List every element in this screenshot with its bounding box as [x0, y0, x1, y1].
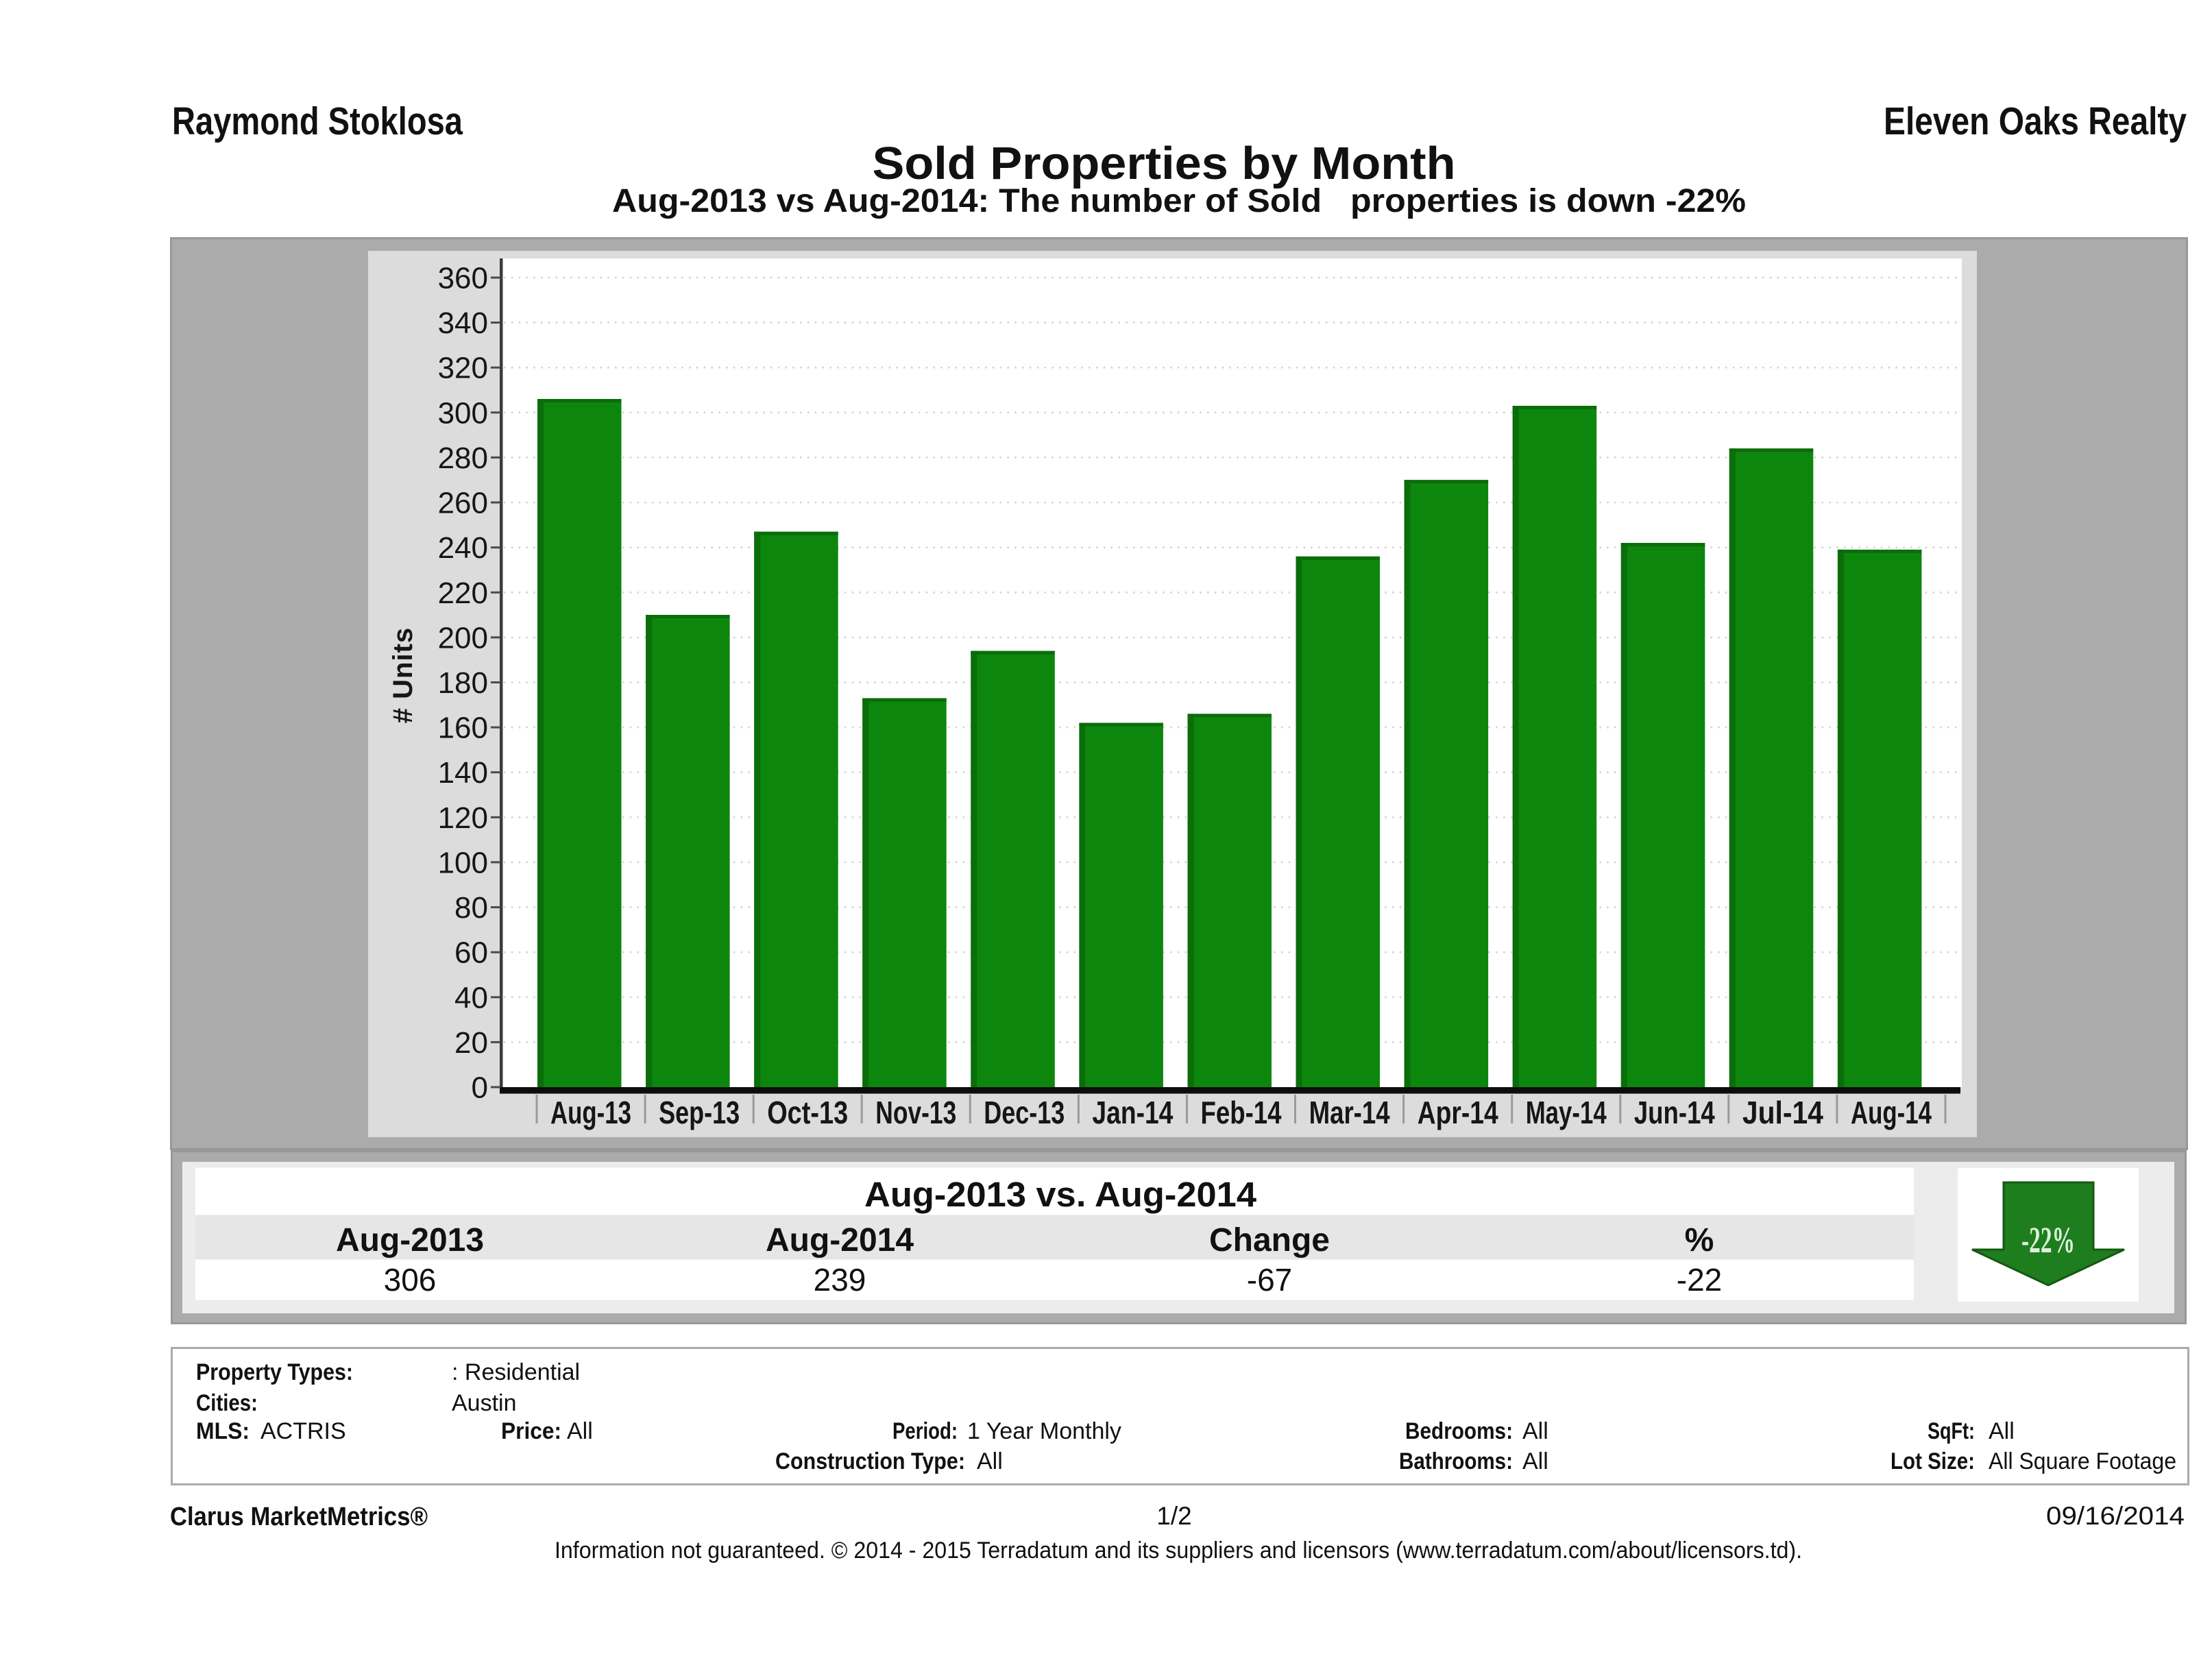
- svg-text:1/2: 1/2: [1156, 1502, 1191, 1530]
- svg-text:Jan-14: Jan-14: [1092, 1095, 1173, 1130]
- svg-text:60: 60: [454, 936, 488, 970]
- svg-text:Jul-14: Jul-14: [1742, 1095, 1823, 1130]
- svg-text:Mar-14: Mar-14: [1309, 1095, 1390, 1130]
- svg-text:All: All: [1989, 1418, 2015, 1444]
- svg-text:: Residential: : Residential: [452, 1359, 580, 1385]
- svg-text:All: All: [977, 1448, 1003, 1474]
- svg-text:200: 200: [438, 621, 488, 655]
- svg-text:May-14: May-14: [1526, 1095, 1607, 1130]
- svg-text:Information not guaranteed. ©: Information not guaranteed. © 2014 - 201…: [555, 1537, 1802, 1564]
- svg-text:360: 360: [438, 262, 488, 295]
- svg-text:ACTRIS: ACTRIS: [260, 1418, 346, 1444]
- svg-text:Aug-2013 vs Aug-2014: The numb: Aug-2013 vs Aug-2014: The number of Sold…: [612, 183, 1746, 219]
- svg-text:140: 140: [438, 756, 488, 790]
- svg-text:Cities:: Cities:: [196, 1390, 258, 1416]
- svg-text:320: 320: [438, 352, 488, 385]
- svg-text:# Units: # Units: [388, 627, 418, 723]
- svg-text:-22: -22: [1677, 1262, 1722, 1298]
- svg-text:All Square Footage: All Square Footage: [1989, 1448, 2176, 1474]
- svg-text:Aug-2013 vs. Aug-2014: Aug-2013 vs. Aug-2014: [864, 1175, 1257, 1214]
- svg-text:340: 340: [438, 306, 488, 340]
- svg-text:80: 80: [454, 891, 488, 925]
- svg-text:Feb-14: Feb-14: [1201, 1095, 1282, 1130]
- svg-text:All: All: [567, 1418, 593, 1444]
- svg-text:240: 240: [438, 531, 488, 565]
- svg-text:Sep-13: Sep-13: [659, 1095, 740, 1130]
- svg-text:Aug-13: Aug-13: [550, 1095, 631, 1130]
- svg-text:1 Year Monthly: 1 Year Monthly: [967, 1418, 1121, 1444]
- svg-text:%: %: [1685, 1222, 1714, 1258]
- svg-text:09/16/2014: 09/16/2014: [2046, 1502, 2185, 1530]
- svg-text:120: 120: [438, 801, 488, 835]
- svg-text:Lot Size:: Lot Size:: [1891, 1448, 1975, 1474]
- svg-text:SqFt:: SqFt:: [1928, 1418, 1975, 1444]
- svg-text:239: 239: [814, 1262, 866, 1298]
- svg-text:Period:: Period:: [892, 1418, 958, 1444]
- svg-text:306: 306: [384, 1262, 437, 1298]
- svg-text:-22%: -22%: [2021, 1219, 2075, 1261]
- svg-text:Eleven Oaks Realty: Eleven Oaks Realty: [1884, 99, 2187, 143]
- svg-text:Sold Properties by Month: Sold Properties by Month: [873, 138, 1456, 189]
- svg-text:Raymond Stoklosa: Raymond Stoklosa: [172, 99, 463, 143]
- svg-text:100: 100: [438, 846, 488, 879]
- svg-text:All: All: [1522, 1418, 1548, 1444]
- svg-text:Apr-14: Apr-14: [1418, 1095, 1498, 1130]
- svg-text:Aug-14: Aug-14: [1851, 1095, 1932, 1130]
- svg-text:Jun-14: Jun-14: [1634, 1095, 1715, 1130]
- svg-text:Aug-2014: Aug-2014: [766, 1222, 914, 1258]
- svg-text:180: 180: [438, 666, 488, 700]
- svg-text:260: 260: [438, 487, 488, 520]
- svg-text:Price:: Price:: [501, 1418, 561, 1444]
- svg-text:Oct-13: Oct-13: [767, 1095, 848, 1130]
- svg-text:Nov-13: Nov-13: [875, 1095, 956, 1130]
- svg-text:Bedrooms:: Bedrooms:: [1405, 1418, 1513, 1444]
- svg-text:220: 220: [438, 576, 488, 610]
- svg-text:300: 300: [438, 396, 488, 430]
- svg-text:Dec-13: Dec-13: [984, 1095, 1065, 1130]
- svg-text:-67: -67: [1247, 1262, 1292, 1298]
- svg-text:All: All: [1522, 1448, 1548, 1474]
- svg-text:Change: Change: [1209, 1222, 1330, 1258]
- svg-text:40: 40: [454, 981, 488, 1014]
- svg-text:Property Types:: Property Types:: [196, 1359, 353, 1385]
- svg-text:Clarus MarketMetrics®: Clarus MarketMetrics®: [170, 1503, 428, 1531]
- svg-text:20: 20: [454, 1026, 488, 1060]
- svg-text:Aug-2013: Aug-2013: [336, 1222, 484, 1258]
- svg-text:MLS:: MLS:: [196, 1418, 250, 1444]
- svg-text:Austin: Austin: [452, 1390, 517, 1416]
- svg-text:Construction Type:: Construction Type:: [775, 1448, 965, 1474]
- svg-text:0: 0: [472, 1071, 488, 1105]
- svg-text:Bathrooms:: Bathrooms:: [1399, 1448, 1513, 1474]
- svg-text:280: 280: [438, 441, 488, 475]
- svg-text:160: 160: [438, 712, 488, 745]
